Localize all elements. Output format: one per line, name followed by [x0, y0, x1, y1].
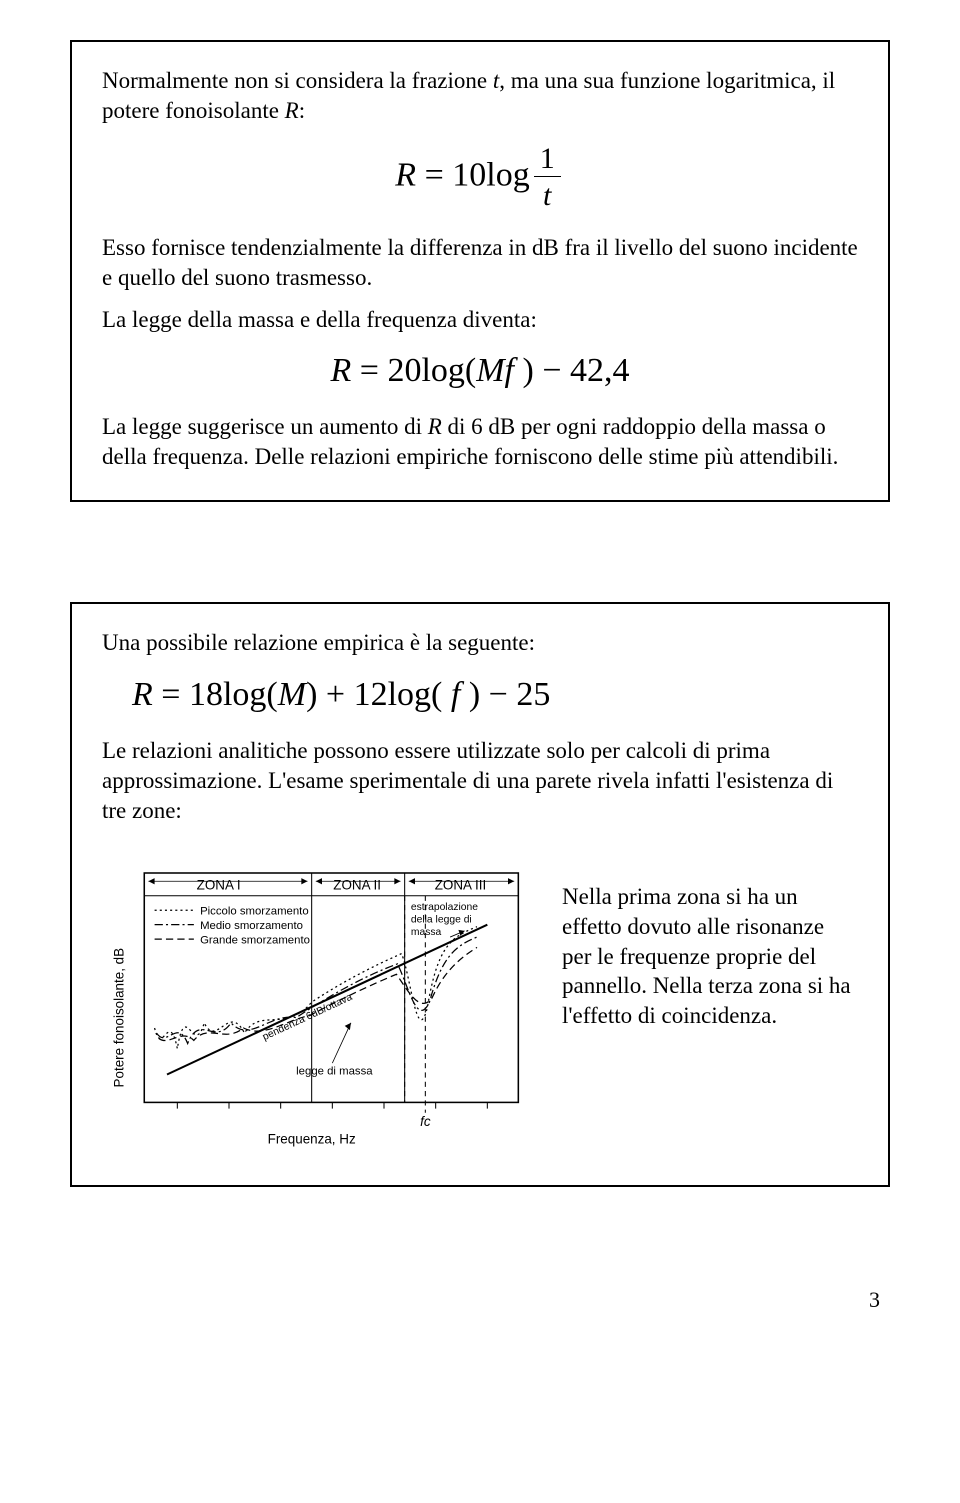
formula-R-log-1t: R = 10log1t	[102, 144, 858, 211]
para-intro: Normalmente non si considera la frazione…	[102, 66, 858, 126]
formula-empirical: R = 18log(M) + 12log( f ) − 25	[102, 676, 858, 714]
annot-extrap-2: della legge di	[411, 914, 472, 925]
arg: Mf	[476, 352, 522, 389]
xlabel: Frequenza, Hz	[268, 1132, 356, 1147]
lhs: R	[132, 676, 153, 713]
close: )	[523, 352, 534, 389]
var-R: R	[428, 414, 442, 439]
minus: −	[480, 676, 516, 713]
fraction: 1t	[534, 144, 561, 211]
coef: 10	[452, 156, 486, 193]
fn: log	[486, 156, 529, 193]
chart-row: ZONA I ZONA II ZONA III Potere fonoisola…	[102, 842, 858, 1157]
para-6db: La legge suggerisce un aumento di R di 6…	[102, 412, 858, 472]
denominator: t	[534, 177, 561, 211]
cl1: )	[306, 676, 317, 713]
annot-mass: legge di massa	[296, 1065, 373, 1077]
const: 42,4	[570, 352, 630, 389]
box-mass-law: Normalmente non si considera la frazione…	[70, 40, 890, 502]
side-text: Nella prima zona si ha un effetto dovuto…	[562, 842, 858, 1031]
text: La legge suggerisce un aumento di	[102, 414, 428, 439]
formula-mass-law: R = 20log(Mf ) − 42,4	[102, 352, 858, 390]
legend-piccolo: Piccolo smorzamento	[200, 905, 309, 917]
para-diff-db: Esso fornisce tendenzialmente la differe…	[102, 233, 858, 293]
zone1-label: ZONA I	[197, 877, 241, 892]
numerator: 1	[534, 144, 561, 177]
fn1: log(	[223, 676, 278, 713]
zones-chart: ZONA I ZONA II ZONA III Potere fonoisola…	[102, 842, 542, 1157]
lhs: R	[330, 352, 351, 389]
a1: M	[278, 676, 306, 713]
fc-label: fc	[420, 1114, 431, 1129]
para-empirical-intro: Una possibile relazione empirica è la se…	[102, 628, 858, 658]
cl2: )	[469, 676, 480, 713]
annot-extrap-3: massa	[411, 927, 442, 938]
zone3-label: ZONA III	[435, 877, 486, 892]
text: Normalmente non si considera la frazione	[102, 68, 493, 93]
plus: +	[317, 676, 353, 713]
ylabel: Potere fonoisolante, dB	[112, 948, 127, 1088]
eq: =	[153, 676, 189, 713]
var-R: R	[285, 98, 299, 123]
page-number: 3	[70, 1287, 890, 1313]
para-three-zones: Le relazioni analitiche possono essere u…	[102, 736, 858, 826]
fn: log(	[421, 352, 476, 389]
legend-grande: Grande smorzamento	[200, 934, 310, 946]
box-empirical: Una possibile relazione empirica è la se…	[70, 602, 890, 1187]
a2: f	[442, 676, 468, 713]
c1: 18	[189, 676, 223, 713]
const: 25	[516, 676, 550, 713]
zone2-label: ZONA II	[333, 877, 381, 892]
zones-chart-svg: ZONA I ZONA II ZONA III Potere fonoisola…	[102, 842, 542, 1152]
lhs: R	[395, 156, 416, 193]
c2: 12	[354, 676, 388, 713]
annot-extrap-1: estrapolazione	[411, 902, 478, 913]
eq: =	[416, 156, 452, 193]
minus: −	[534, 352, 570, 389]
text: :	[299, 98, 305, 123]
coef: 20	[387, 352, 421, 389]
eq: =	[351, 352, 387, 389]
legend-medio: Medio smorzamento	[200, 920, 303, 932]
para-mass-law-intro: La legge della massa e della frequenza d…	[102, 305, 858, 335]
fn2: log(	[388, 676, 443, 713]
